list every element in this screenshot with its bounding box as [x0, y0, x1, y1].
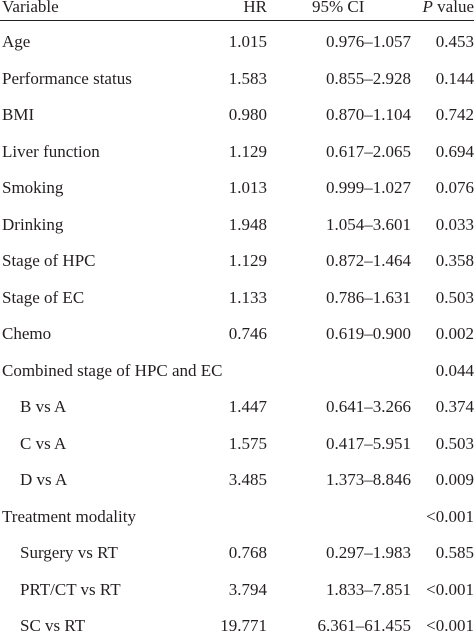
hr: 1.129	[228, 251, 267, 270]
hr: 0.746	[228, 324, 267, 343]
ci: 1.373–8.846	[326, 470, 411, 489]
p-value: 0.742	[435, 105, 474, 124]
ci: 0.641–3.266	[326, 397, 411, 416]
ci: 1.833–7.851	[326, 579, 411, 599]
variable: PRT/CT vs RT	[20, 579, 121, 599]
variable: Surgery vs RT	[20, 543, 118, 562]
header-p: P value	[423, 0, 474, 17]
ci: 0.297–1.983	[326, 543, 411, 562]
p-value: 0.503	[435, 433, 474, 453]
variable: BMI	[2, 105, 35, 124]
hr: 1.948	[228, 214, 267, 234]
ci: 0.870–1.104	[326, 105, 411, 124]
hr: 1.015	[228, 32, 267, 51]
variable: Stage of HPC	[2, 251, 96, 270]
variable: B vs A	[20, 397, 67, 416]
variable: Liver function	[2, 141, 100, 161]
p-value: 0.358	[435, 251, 474, 270]
ci: 0.855–2.928	[326, 68, 411, 88]
hr: 1.013	[228, 178, 267, 197]
ci: 0.999–1.027	[326, 178, 411, 197]
header-variable: Variable	[2, 0, 59, 16]
ci: 0.872–1.464	[326, 251, 411, 270]
p-value: <0.001	[426, 616, 474, 635]
p-value: 0.144	[435, 68, 474, 88]
ci: 6.361–61.455	[317, 616, 412, 635]
p-value: 0.076	[435, 178, 474, 197]
ci: 0.786–1.631	[326, 287, 411, 307]
variable: Age	[2, 32, 31, 51]
variable: Drinking	[2, 214, 64, 234]
hr: 1.133	[228, 287, 267, 307]
ci: 0.617–2.065	[326, 141, 411, 161]
p-value: 0.374	[435, 397, 474, 416]
p-value: <0.001	[426, 506, 474, 526]
ci: 1.054–3.601	[326, 214, 411, 234]
hr: 1.447	[228, 397, 267, 416]
ci: 0.417–5.951	[326, 433, 411, 453]
p-value: 0.453	[435, 32, 474, 51]
variable: Chemo	[2, 324, 52, 343]
p-value: 0.009	[435, 470, 474, 489]
ci: 0.976–1.057	[326, 32, 411, 51]
variable: Stage of EC	[2, 287, 85, 307]
header-rule	[0, 20, 474, 21]
p-value: 0.002	[435, 324, 474, 343]
hr: 0.980	[228, 105, 267, 124]
variable: Smoking	[2, 178, 64, 197]
header-ci: 95% CI	[312, 0, 365, 16]
hr: 1.575	[228, 433, 267, 453]
variable: Combined stage of HPC and EC	[2, 360, 223, 380]
hr: 1.583	[228, 68, 267, 88]
variable: C vs A	[20, 433, 67, 453]
hr: 0.768	[228, 543, 267, 562]
p-value: 0.044	[435, 360, 474, 380]
hr: 1.129	[228, 141, 267, 161]
p-value: <0.001	[426, 579, 474, 599]
p-value: 0.503	[435, 287, 474, 307]
hr: 3.485	[228, 470, 267, 489]
p-value: 0.585	[435, 543, 474, 562]
variable: Treatment modality	[2, 506, 136, 526]
hr: 3.794	[228, 579, 267, 599]
header-p-text: P value	[422, 0, 474, 16]
header-hr: HR	[243, 0, 267, 16]
p-value: 0.694	[435, 141, 474, 161]
hr: 19.771	[220, 616, 267, 635]
variable: D vs A	[20, 470, 68, 489]
p-value: 0.033	[435, 214, 474, 234]
variable: SC vs RT	[20, 616, 86, 635]
variable: Performance status	[2, 68, 132, 88]
ci: 0.619–0.900	[326, 324, 411, 343]
